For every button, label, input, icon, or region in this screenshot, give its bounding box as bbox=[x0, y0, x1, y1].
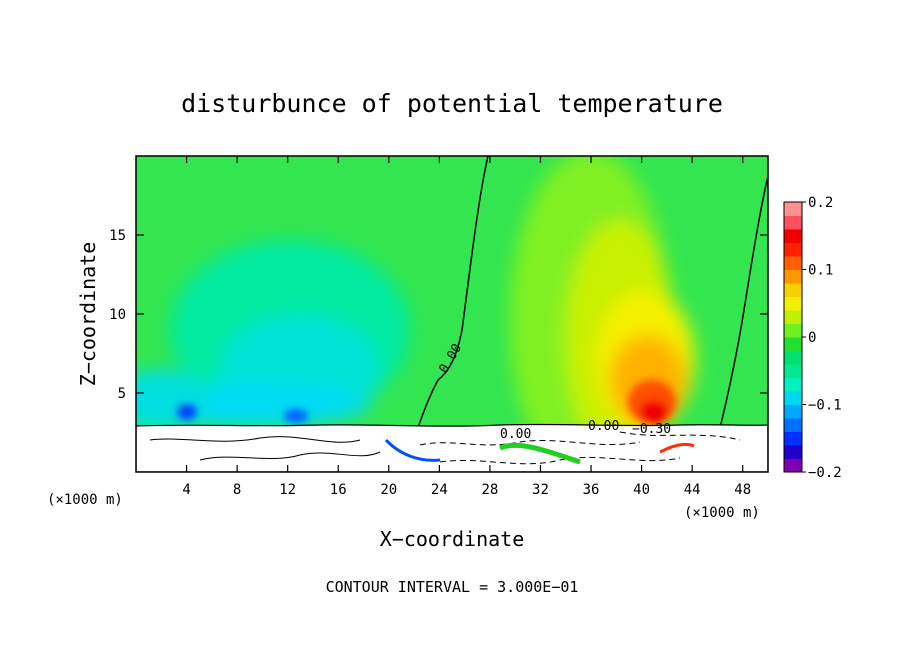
y-tick-label-5: 5 bbox=[118, 386, 126, 402]
colorbar-swatch-16 bbox=[784, 242, 802, 257]
x-tick-label-32: 32 bbox=[532, 482, 549, 498]
colorbar-swatch-17 bbox=[784, 229, 802, 243]
y-axis: 5 10 15 bbox=[109, 228, 768, 402]
colorbar-swatch-2 bbox=[784, 431, 802, 446]
colorbar-swatch-10 bbox=[784, 323, 802, 338]
surface-contour-3 bbox=[419, 439, 641, 446]
colorbar-swatch-11 bbox=[784, 310, 802, 324]
colorbar-swatch-13 bbox=[784, 283, 802, 297]
colorbar-swatch-0 bbox=[784, 458, 802, 473]
colorbar-swatch-3 bbox=[784, 418, 802, 432]
surface-contour-1 bbox=[149, 436, 361, 443]
colorbar-swatch-8 bbox=[784, 350, 802, 365]
x-tick-label-8: 8 bbox=[233, 482, 241, 498]
colorbar-tick-label-1: 0.1 bbox=[808, 263, 833, 279]
x-tick-label-20: 20 bbox=[380, 482, 397, 498]
y-tick-label-10: 10 bbox=[109, 307, 126, 323]
field-cold-spot-2 bbox=[284, 409, 308, 423]
colorbar-tick-label-4: −0.2 bbox=[808, 465, 842, 481]
x-tick-label-36: 36 bbox=[583, 482, 600, 498]
colorbar-swatch-14 bbox=[784, 269, 802, 284]
colorbar-swatch-9 bbox=[784, 337, 802, 351]
colorbar-swatch-6 bbox=[784, 377, 802, 392]
colorbar-tick-label-2: 0 bbox=[808, 330, 816, 346]
x-tick-label-44: 44 bbox=[684, 482, 701, 498]
field-cold-spot-1 bbox=[177, 404, 197, 420]
surface-contour-4 bbox=[439, 456, 681, 465]
contour-zero-line-2 bbox=[719, 175, 768, 429]
x-tick-label-40: 40 bbox=[633, 482, 650, 498]
colorbar: 0.2 0.1 0 −0.1 −0.2 bbox=[783, 195, 842, 481]
x-tick-label-16: 16 bbox=[330, 482, 347, 498]
field-warm-core-max bbox=[640, 400, 668, 424]
x-axis: 4 8 12 16 20 24 28 32 36 40 44 48 bbox=[182, 156, 751, 498]
x-tick-label-28: 28 bbox=[481, 482, 498, 498]
chart-title: disturbunce of potential temperature bbox=[181, 89, 723, 118]
contour-label-neg: −0.30 bbox=[632, 422, 671, 437]
surface-layer bbox=[136, 423, 768, 472]
colorbar-swatch-15 bbox=[784, 256, 802, 270]
surface-contour-5 bbox=[619, 431, 741, 441]
x-unit-right: (×1000 m) bbox=[684, 505, 760, 521]
y-axis-title: Z−coordinate bbox=[76, 242, 100, 387]
contour-zero-line-1 bbox=[417, 156, 489, 429]
x-tick-label-24: 24 bbox=[431, 482, 448, 498]
plot-area bbox=[136, 156, 768, 472]
surface-cold-streak bbox=[384, 438, 441, 462]
colorbar-tick-label-0: 0.2 bbox=[808, 195, 833, 211]
contour-label-zero-2: 0.00 bbox=[500, 427, 531, 442]
colorbar-swatch-4 bbox=[784, 404, 802, 419]
contour-interval-note: CONTOUR INTERVAL = 3.000E−01 bbox=[326, 578, 579, 596]
x-tick-label-48: 48 bbox=[734, 482, 751, 498]
x-axis-title: X−coordinate bbox=[380, 527, 525, 551]
surface-warm-streak bbox=[499, 442, 581, 465]
y-tick-label-15: 15 bbox=[109, 228, 126, 244]
contour-label-zero-3: 0.00 bbox=[588, 419, 619, 434]
x-unit-left: (×1000 m) bbox=[47, 492, 123, 508]
surface-contour-2 bbox=[199, 451, 381, 461]
x-tick-label-12: 12 bbox=[279, 482, 296, 498]
surface-red-streak bbox=[659, 442, 695, 454]
colorbar-swatch-7 bbox=[784, 364, 802, 378]
x-tick-label-4: 4 bbox=[182, 482, 190, 498]
colorbar-swatch-1 bbox=[784, 445, 802, 459]
colorbar-swatch-18 bbox=[784, 215, 802, 230]
colorbar-swatch-5 bbox=[784, 391, 802, 405]
colorbar-swatch-19 bbox=[784, 202, 802, 216]
colorbar-swatch-12 bbox=[784, 296, 802, 311]
colorbar-tick-label-3: −0.1 bbox=[808, 398, 842, 414]
